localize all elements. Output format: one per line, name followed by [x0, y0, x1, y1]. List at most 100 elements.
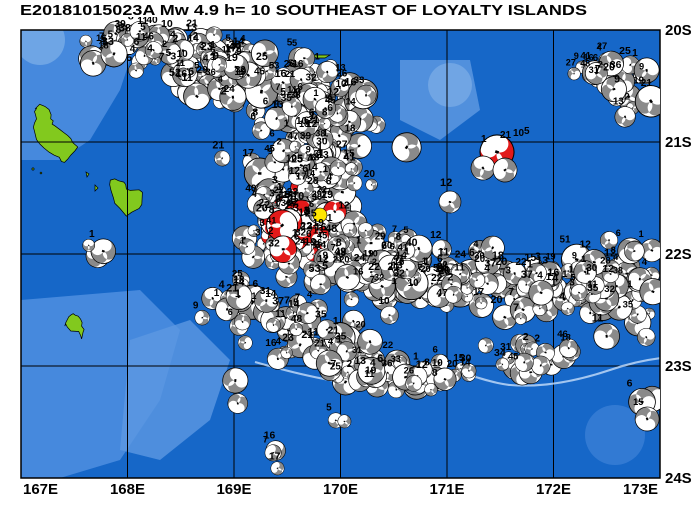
svg-text:7: 7 [159, 52, 165, 63]
svg-text:24: 24 [354, 253, 366, 264]
svg-text:11: 11 [175, 58, 185, 68]
svg-text:26: 26 [404, 365, 414, 375]
svg-text:10: 10 [432, 358, 443, 369]
svg-text:4: 4 [484, 263, 490, 274]
svg-text:39: 39 [300, 131, 312, 142]
svg-text:2: 2 [534, 333, 540, 344]
svg-text:20: 20 [491, 294, 503, 306]
svg-text:1: 1 [313, 88, 318, 99]
svg-text:8: 8 [396, 232, 402, 243]
svg-text:35: 35 [315, 309, 327, 321]
svg-text:1: 1 [292, 228, 298, 240]
svg-text:10: 10 [368, 248, 378, 258]
svg-text:47: 47 [436, 288, 448, 299]
svg-text:5: 5 [292, 38, 297, 48]
svg-text:32: 32 [604, 284, 615, 295]
svg-text:6: 6 [270, 129, 275, 139]
svg-text:3: 3 [569, 277, 575, 288]
svg-text:14: 14 [396, 250, 408, 261]
svg-text:20: 20 [356, 319, 366, 329]
svg-text:23S: 23S [665, 358, 692, 375]
svg-text:38: 38 [119, 22, 131, 34]
svg-text:21: 21 [285, 69, 295, 79]
svg-text:17: 17 [473, 287, 484, 298]
svg-text:33: 33 [354, 75, 365, 86]
svg-text:9: 9 [614, 73, 620, 85]
svg-text:14: 14 [345, 96, 356, 106]
svg-text:1: 1 [323, 164, 329, 175]
svg-text:2: 2 [598, 59, 603, 69]
svg-text:4: 4 [218, 74, 223, 84]
svg-text:1: 1 [315, 51, 320, 61]
svg-text:32: 32 [374, 272, 384, 282]
svg-text:2: 2 [305, 206, 311, 217]
svg-text:3: 3 [327, 95, 333, 106]
svg-text:9: 9 [323, 250, 329, 261]
svg-text:1: 1 [89, 229, 95, 240]
svg-text:18: 18 [345, 124, 356, 135]
svg-text:5: 5 [288, 58, 294, 69]
svg-text:53: 53 [309, 263, 321, 275]
svg-text:33: 33 [391, 354, 401, 364]
svg-text:E20181015023A Mw 4.9 h= 10 SO: E20181015023A Mw 4.9 h= 10 SOUTHEAST OF … [20, 2, 587, 19]
svg-text:1: 1 [569, 264, 575, 275]
svg-text:167E: 167E [23, 481, 58, 498]
svg-text:46: 46 [143, 32, 154, 43]
svg-text:19: 19 [633, 76, 644, 87]
svg-text:2: 2 [162, 39, 167, 49]
svg-text:20S: 20S [665, 22, 692, 39]
svg-text:27: 27 [566, 57, 576, 67]
svg-text:32: 32 [306, 73, 318, 84]
svg-text:10: 10 [513, 128, 525, 139]
svg-text:38: 38 [315, 128, 325, 138]
svg-text:19: 19 [313, 218, 325, 229]
svg-text:24: 24 [455, 250, 467, 261]
svg-text:32: 32 [235, 65, 246, 76]
svg-text:11: 11 [454, 263, 465, 274]
svg-text:27: 27 [336, 140, 348, 151]
svg-text:170E: 170E [323, 481, 358, 498]
svg-text:20: 20 [447, 359, 458, 370]
svg-text:12: 12 [289, 166, 301, 177]
svg-text:45: 45 [508, 351, 518, 361]
svg-text:37: 37 [521, 269, 533, 281]
svg-text:34: 34 [494, 347, 506, 359]
svg-text:7: 7 [99, 31, 104, 41]
svg-text:8: 8 [322, 107, 328, 118]
svg-text:169E: 169E [216, 481, 251, 498]
svg-text:31: 31 [352, 345, 362, 355]
svg-text:1: 1 [632, 48, 638, 59]
svg-text:30: 30 [230, 42, 241, 53]
svg-text:41: 41 [343, 152, 355, 164]
svg-text:2: 2 [268, 226, 274, 237]
svg-text:1: 1 [413, 351, 419, 362]
svg-text:5: 5 [524, 126, 530, 137]
svg-text:14: 14 [265, 289, 276, 300]
svg-text:51: 51 [559, 234, 571, 245]
svg-text:1: 1 [251, 291, 256, 301]
svg-text:16: 16 [353, 266, 364, 277]
svg-text:171E: 171E [429, 481, 464, 498]
svg-text:11: 11 [592, 312, 603, 324]
svg-text:11: 11 [182, 72, 193, 84]
svg-text:34: 34 [315, 240, 327, 251]
svg-text:6: 6 [263, 97, 269, 108]
svg-text:6: 6 [228, 307, 233, 317]
svg-text:4: 4 [559, 291, 565, 303]
svg-text:10: 10 [408, 278, 419, 289]
svg-text:21: 21 [314, 339, 325, 350]
svg-text:16: 16 [547, 267, 559, 279]
svg-text:6: 6 [432, 345, 437, 356]
svg-text:12: 12 [440, 177, 452, 189]
svg-text:1: 1 [481, 134, 487, 145]
svg-text:16: 16 [265, 338, 277, 349]
svg-text:36: 36 [610, 59, 622, 71]
svg-text:35: 35 [623, 300, 634, 311]
svg-text:6: 6 [616, 228, 621, 238]
svg-text:48: 48 [325, 223, 337, 235]
svg-text:14: 14 [307, 163, 319, 174]
svg-text:173E: 173E [623, 481, 658, 498]
svg-text:9: 9 [193, 300, 199, 311]
svg-text:30: 30 [460, 353, 472, 365]
svg-text:4: 4 [274, 98, 280, 109]
